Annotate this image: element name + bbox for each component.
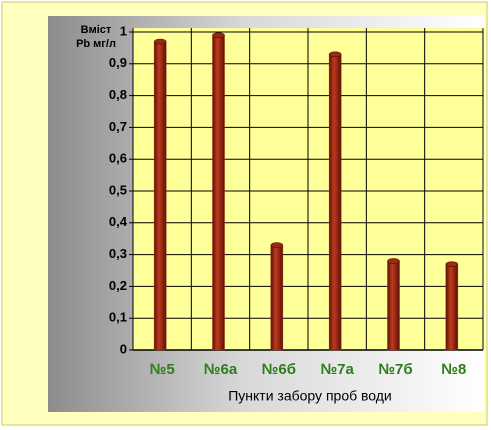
bar bbox=[387, 260, 400, 351]
y-tick-label: 0,5 bbox=[109, 182, 127, 197]
bar-top bbox=[387, 258, 400, 264]
bar-top bbox=[328, 51, 342, 58]
x-tick-label: №5 bbox=[150, 361, 175, 378]
bar bbox=[328, 54, 342, 351]
y-tick-label: 0 bbox=[120, 341, 127, 356]
y-tick-label: 0,8 bbox=[109, 87, 127, 102]
x-tick-label: №6а bbox=[204, 361, 238, 378]
bar-top bbox=[153, 38, 167, 45]
bar bbox=[445, 263, 459, 351]
bar-top bbox=[270, 242, 284, 248]
x-axis-title: Пункти забору проб води bbox=[228, 388, 392, 404]
y-tick-label: 0,3 bbox=[109, 246, 127, 261]
x-tick-label: №6б bbox=[262, 361, 296, 378]
x-tick-label: №7а bbox=[320, 361, 354, 378]
bar bbox=[212, 34, 225, 351]
y-tick-label: 0,6 bbox=[109, 151, 127, 166]
y-tick-label: 0,4 bbox=[109, 214, 128, 229]
y-axis-title: Вміст bbox=[81, 24, 112, 36]
x-tick-label: №8 bbox=[441, 361, 466, 378]
y-tick-label: 0,1 bbox=[109, 310, 127, 325]
y-tick-label: 0,7 bbox=[109, 119, 127, 134]
bar bbox=[270, 244, 284, 351]
bar bbox=[153, 41, 167, 351]
y-axis-title: Pb мг/л bbox=[76, 38, 116, 50]
x-tick-label: №7б bbox=[378, 361, 412, 378]
y-tick-label: 0,9 bbox=[109, 55, 127, 70]
bar-top bbox=[445, 261, 459, 267]
bar-top bbox=[212, 32, 225, 38]
y-tick-label: 0,2 bbox=[109, 278, 127, 293]
y-tick-label: 1 bbox=[120, 23, 127, 38]
